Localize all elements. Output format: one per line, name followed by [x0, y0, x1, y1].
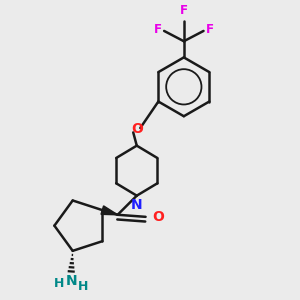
Text: F: F: [154, 23, 162, 36]
Text: O: O: [131, 122, 143, 136]
Text: H: H: [53, 277, 64, 290]
Polygon shape: [101, 206, 118, 215]
Text: N: N: [65, 274, 77, 288]
Text: F: F: [180, 4, 188, 17]
Text: N: N: [131, 198, 142, 212]
Text: O: O: [152, 210, 164, 224]
Text: H: H: [78, 280, 88, 293]
Text: F: F: [206, 23, 214, 36]
